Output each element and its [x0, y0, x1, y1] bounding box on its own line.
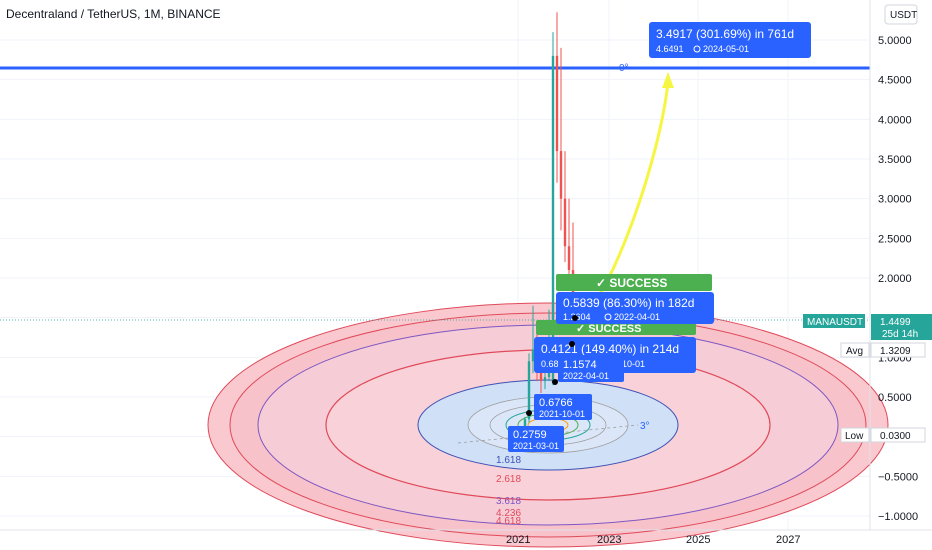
y-tick-label: −0.5000 [878, 471, 918, 483]
candle [551, 55, 555, 383]
svg-text:1.4499: 1.4499 [880, 317, 911, 328]
svg-text:0.4121 (149.40%) in 214d: 0.4121 (149.40%) in 214d [541, 342, 679, 356]
candle [531, 349, 535, 362]
svg-text:✓ SUCCESS: ✓ SUCCESS [596, 276, 667, 290]
svg-text:0.2759: 0.2759 [513, 429, 547, 441]
svg-text:MANAUSDT: MANAUSDT [807, 317, 863, 328]
svg-text:25d 14h: 25d 14h [882, 329, 918, 340]
candle [567, 246, 571, 271]
top-target-box[interactable]: 3.4917 (301.69%) in 761d 4.6491 2024-05-… [649, 22, 811, 58]
price-box-11574[interactable]: 1.1574 2022-04-01 [558, 355, 624, 382]
svg-text:2021-10-01: 2021-10-01 [539, 409, 585, 419]
fib-label-3618: 3.618 [496, 496, 521, 507]
arrow-head [662, 72, 674, 88]
candle [539, 369, 543, 382]
x-tick-label: 2025 [686, 534, 710, 546]
y-tick-label: 3.0000 [878, 194, 912, 206]
svg-text:2021-03-01: 2021-03-01 [513, 441, 559, 451]
price-box-06766[interactable]: 0.6766 2021-10-01 [534, 394, 592, 420]
svg-text:1.3209: 1.3209 [880, 346, 911, 357]
pivot-dot [552, 379, 558, 385]
svg-text:0.6766: 0.6766 [539, 397, 573, 409]
fib-label-1618: 1.618 [496, 455, 521, 466]
y-tick-label: 5.0000 [878, 35, 912, 47]
currency-label: USDT [890, 10, 917, 21]
candle [543, 377, 547, 382]
currency-button[interactable] [884, 4, 918, 25]
success-label-1: ✓ SUCCESS [556, 274, 712, 291]
angle-label-3: 3° [640, 421, 650, 432]
svg-text:0.0300: 0.0300 [880, 431, 911, 442]
angle-label-0: 0° [619, 63, 629, 74]
price-box-02759[interactable]: 0.2759 2021-03-01 [508, 426, 564, 452]
y-tick-label: 0.5000 [878, 392, 912, 404]
pivot-dot [569, 341, 575, 347]
x-tick-label: 2023 [597, 534, 621, 546]
svg-text:Avg: Avg [846, 346, 863, 357]
candle [523, 419, 527, 431]
symbol-price-label: MANAUSDT 1.4499 25d 14h [803, 314, 932, 340]
fib-label-4236: 4.236 [496, 508, 521, 519]
x-tick-labels: 2021 2023 2025 2027 [506, 534, 800, 546]
y-tick-label: 3.5000 [878, 154, 912, 166]
low-price-label: Low 0.0300 [840, 427, 926, 443]
candle [563, 198, 567, 247]
svg-text:2024-05-01: 2024-05-01 [703, 44, 749, 54]
fib-label-4618: 4.618 [496, 516, 521, 527]
candle [527, 361, 531, 420]
candle [559, 151, 563, 199]
x-tick-label: 2021 [506, 534, 530, 546]
svg-text:✓ SUCCESS: ✓ SUCCESS [576, 323, 641, 335]
y-tick-label: 2.5000 [878, 233, 912, 245]
svg-text:2022-04-01: 2022-04-01 [563, 371, 609, 381]
svg-text:2022-04-01: 2022-04-01 [614, 312, 660, 322]
time-axis[interactable]: 2021 2023 2025 2027 [0, 529, 932, 546]
pivot-dot [572, 315, 578, 321]
pivot-dot [526, 410, 532, 416]
chart-title: Decentraland / TetherUS, 1M, BINANCE [6, 7, 221, 21]
target-box-a[interactable]: 0.5839 (86.30%) in 182d 1.2604 2022-04-0… [556, 292, 714, 324]
fib-label-2618: 2.618 [496, 474, 521, 485]
candle [555, 55, 559, 152]
avg-price-label: Avg 1.3209 [840, 342, 926, 358]
fib-level-labels: 1.618 2.618 3.618 4.236 4.618 [496, 455, 521, 527]
y-tick-label: 4.0000 [878, 114, 912, 126]
svg-text:0.5839 (86.30%) in 182d: 0.5839 (86.30%) in 182d [563, 296, 694, 310]
svg-text:Low: Low [845, 431, 864, 442]
y-tick-labels: 5.0000 4.5000 4.0000 3.5000 3.0000 2.5000 2.00… [878, 35, 918, 523]
x-tick-label: 2027 [776, 534, 800, 546]
y-tick-label: 2.0000 [878, 273, 912, 285]
svg-text:3.4917 (301.69%) in 761d: 3.4917 (301.69%) in 761d [656, 27, 794, 41]
y-tick-label: 4.5000 [878, 75, 912, 87]
fib-ellipses [207, 302, 889, 548]
svg-text:4.6491: 4.6491 [656, 44, 684, 54]
svg-text:0.68: 0.68 [541, 359, 559, 369]
y-tick-label: −1.0000 [878, 511, 918, 523]
svg-text:1.1574: 1.1574 [563, 359, 597, 371]
